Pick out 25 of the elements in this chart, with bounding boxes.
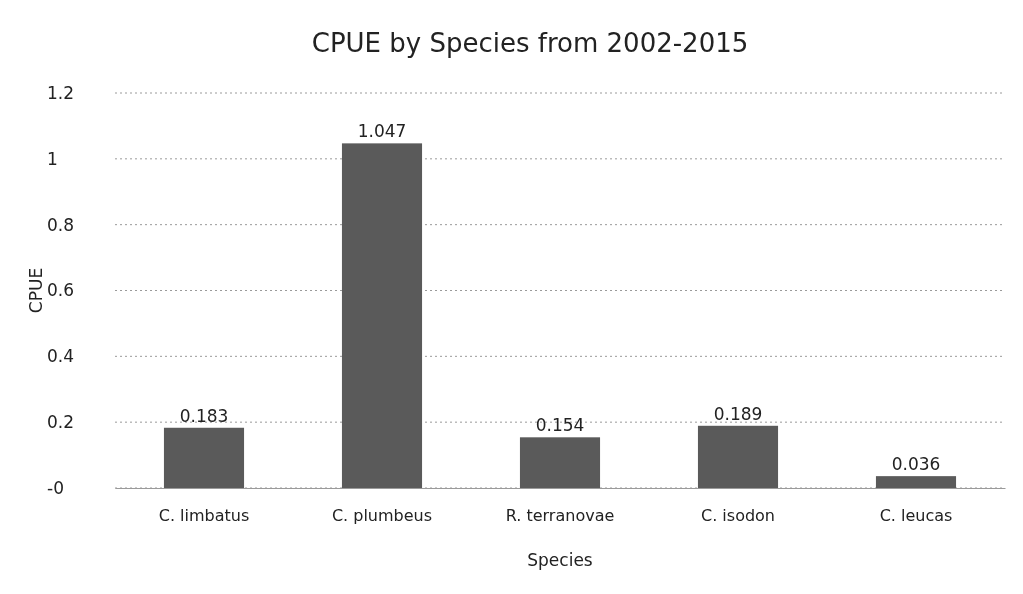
data-label: 1.047 bbox=[357, 121, 407, 142]
data-label: 0.183 bbox=[179, 405, 229, 426]
bar bbox=[163, 427, 245, 488]
x-tick-label: C. limbatus bbox=[158, 506, 250, 526]
data-label: 0.189 bbox=[713, 403, 763, 424]
y-tick-label: 0.4 bbox=[47, 346, 75, 367]
bar bbox=[519, 437, 601, 488]
x-tick-label: C. plumbeus bbox=[331, 506, 433, 526]
y-tick-label: 1 bbox=[47, 148, 58, 169]
y-tick-label: 0.6 bbox=[47, 280, 75, 301]
bar bbox=[341, 143, 423, 488]
x-tick-label: R. terranovae bbox=[505, 506, 615, 526]
y-axis-title: CPUE bbox=[26, 267, 46, 314]
data-label: 0.154 bbox=[535, 415, 585, 436]
x-axis-title: Species bbox=[527, 550, 593, 570]
x-tick-label: C. isodon bbox=[701, 506, 775, 526]
y-tick-label: 0.8 bbox=[47, 214, 75, 235]
y-tick-label: -0 bbox=[47, 477, 64, 498]
bar bbox=[697, 425, 779, 488]
bar bbox=[875, 476, 957, 488]
chart-title: CPUE by Species from 2002-2015 bbox=[311, 28, 749, 58]
x-tick-label: C. leucas bbox=[879, 506, 953, 526]
y-tick-label: 1.2 bbox=[47, 82, 75, 103]
y-tick-label: 0.2 bbox=[47, 412, 75, 433]
data-label: 0.036 bbox=[891, 454, 941, 475]
